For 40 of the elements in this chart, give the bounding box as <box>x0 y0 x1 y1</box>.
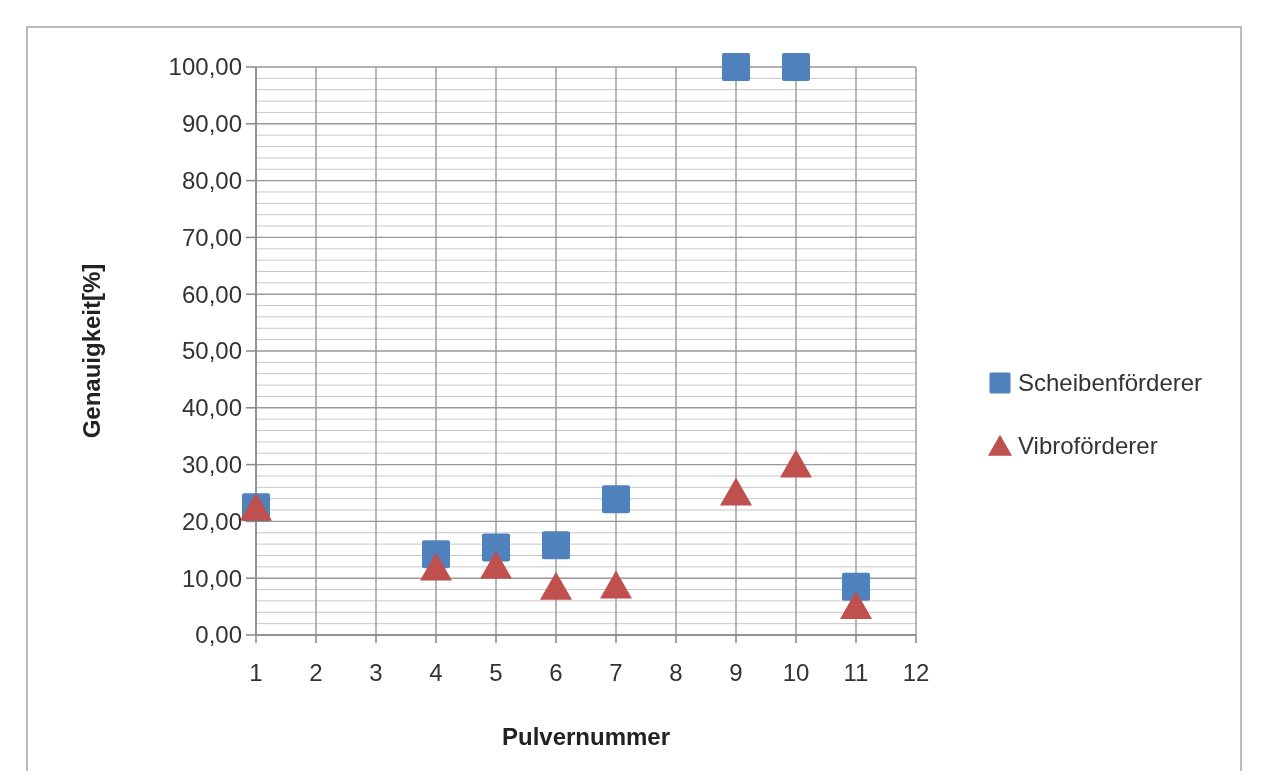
point <box>540 571 572 600</box>
point <box>722 53 750 81</box>
y-tick-label: 90,00 <box>181 110 242 138</box>
x-tick-label: 4 <box>429 659 443 686</box>
y-tick-label: 80,00 <box>181 167 242 194</box>
x-tick-label: 3 <box>369 659 383 686</box>
y-tick-label: 60,00 <box>181 280 242 308</box>
y-tick-label: 100,00 <box>168 53 242 81</box>
point <box>482 533 510 562</box>
point <box>602 485 630 514</box>
y-axis-title: Genauigkeit[%] <box>78 263 105 439</box>
point <box>780 449 812 478</box>
y-tick-label: 70,00 <box>181 223 242 251</box>
y-tick-label: 0,00 <box>195 621 242 649</box>
point <box>842 572 870 601</box>
y-tick-label: 40,00 <box>181 394 242 422</box>
legend-label: Scheibenförderer <box>1018 369 1203 397</box>
x-tick-label: 10 <box>782 659 810 686</box>
y-tick-label: 50,00 <box>181 337 242 365</box>
y-tick-label: 20,00 <box>181 507 242 535</box>
point <box>480 550 512 579</box>
x-tick-label: 6 <box>549 659 563 686</box>
x-tick-label: 11 <box>843 659 869 686</box>
point <box>600 570 632 599</box>
y-tick-label: 10,00 <box>181 564 242 592</box>
point <box>720 477 752 506</box>
x-tick-label: 1 <box>249 659 263 686</box>
point <box>840 591 872 620</box>
point <box>782 53 810 81</box>
x-tick-label: 5 <box>489 659 503 686</box>
x-tick-label: 2 <box>309 659 323 686</box>
x-tick-label: 7 <box>609 659 623 686</box>
legend-label: Vibroförderer <box>1018 432 1158 460</box>
x-tick-label: 12 <box>902 659 930 686</box>
x-tick-label: 9 <box>729 659 743 686</box>
point <box>420 552 452 581</box>
point <box>542 531 570 560</box>
y-tick-label: 30,00 <box>181 451 242 478</box>
x-tick-label: 8 <box>669 659 683 686</box>
x-axis-title: Pulvernummer <box>501 723 671 750</box>
